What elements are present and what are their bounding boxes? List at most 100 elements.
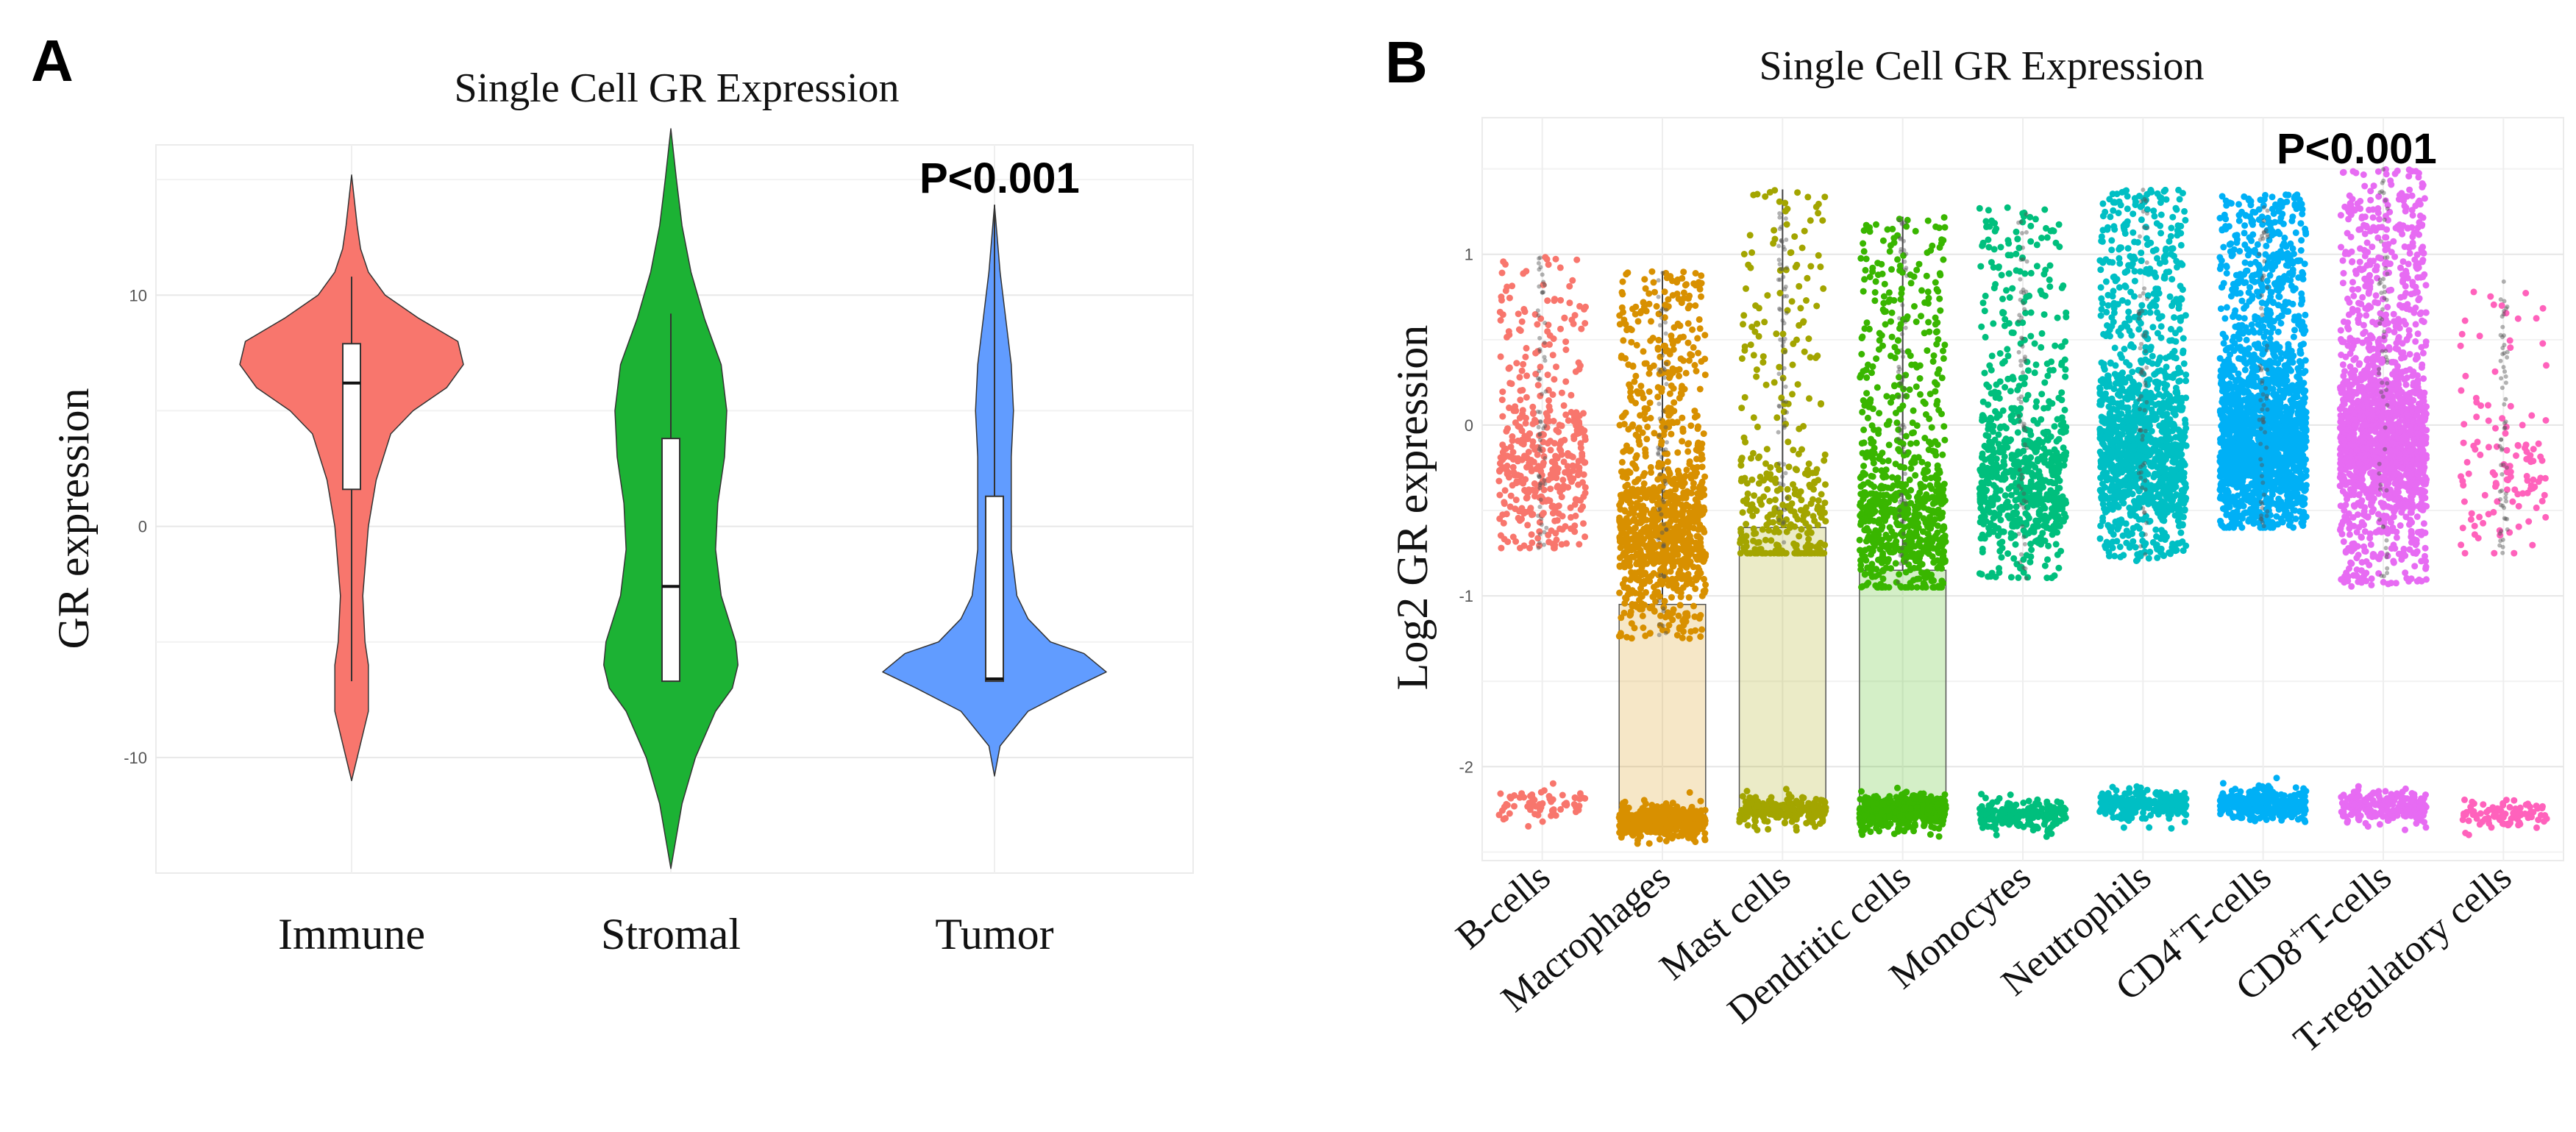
data-point	[1657, 513, 1665, 520]
data-point	[2014, 429, 2021, 436]
data-point	[1659, 803, 1666, 811]
data-point	[1940, 214, 1948, 221]
data-point	[1889, 225, 1896, 232]
data-point	[1815, 210, 1822, 217]
data-point	[1626, 545, 1633, 552]
data-point	[2032, 463, 2039, 471]
data-point	[1643, 524, 1651, 531]
data-point	[1751, 492, 1758, 499]
data-point	[1860, 481, 1867, 488]
data-point	[1509, 533, 1517, 541]
data-point-overlay	[1785, 410, 1790, 415]
data-point	[1988, 352, 1996, 360]
data-point	[2002, 384, 2009, 391]
data-point	[1667, 512, 1674, 519]
data-point	[1667, 826, 1674, 833]
data-point-overlay	[1898, 237, 1903, 242]
data-point	[1784, 808, 1791, 815]
data-point	[1926, 831, 1934, 838]
data-point	[2061, 406, 2068, 413]
data-point	[1753, 373, 1760, 380]
data-point	[1814, 505, 1821, 512]
data-point	[1891, 343, 1899, 351]
data-point	[2041, 562, 2049, 569]
data-point	[1924, 288, 1932, 296]
data-point	[2041, 430, 2049, 438]
data-point	[1762, 193, 1769, 200]
data-point	[1931, 509, 1938, 516]
data-point	[2038, 235, 2045, 241]
data-point	[2018, 374, 2025, 382]
data-point	[2057, 343, 2065, 350]
data-point	[1743, 521, 1750, 527]
data-point-overlay	[1537, 485, 1543, 491]
data-point	[1540, 453, 1548, 460]
data-point	[1907, 553, 1915, 560]
data-point	[1913, 266, 1921, 274]
data-point	[1578, 325, 1585, 332]
data-point	[1693, 469, 1701, 477]
data-point	[1671, 399, 1678, 406]
data-point	[1510, 469, 1518, 476]
data-point	[1568, 391, 1575, 399]
data-point	[2013, 801, 2020, 808]
data-point	[1865, 580, 1872, 586]
data-point	[1531, 311, 1539, 318]
data-point	[1522, 353, 1529, 360]
data-point	[1697, 539, 1704, 547]
data-point-overlay	[1664, 361, 1669, 366]
data-point-overlay	[1659, 455, 1664, 460]
data-point	[2038, 499, 2045, 507]
data-point	[1534, 535, 1542, 542]
data-point	[1545, 397, 1552, 404]
data-point	[1645, 547, 1652, 555]
data-point	[1940, 256, 1947, 263]
data-point-overlay	[1539, 516, 1544, 521]
data-point	[1806, 395, 1812, 402]
data-point	[1637, 529, 1645, 536]
data-point	[1648, 802, 1656, 808]
data-point	[1639, 429, 1646, 436]
data-point	[1867, 396, 1874, 403]
data-point	[2046, 367, 2054, 374]
data-point	[1940, 559, 1947, 566]
data-point	[1995, 532, 2002, 539]
data-point	[1547, 485, 1554, 493]
data-point-overlay	[1903, 325, 1908, 330]
data-point	[1639, 612, 1646, 619]
data-point	[1887, 399, 1894, 406]
data-point-overlay	[1543, 321, 1548, 325]
data-point	[1690, 343, 1697, 351]
data-point	[1821, 811, 1828, 818]
data-point	[1910, 459, 1918, 466]
data-point	[1754, 826, 1761, 833]
data-point	[2027, 238, 2035, 245]
data-point-overlay	[1543, 456, 1548, 460]
data-point	[1882, 307, 1889, 315]
data-point	[2056, 485, 2063, 492]
data-point	[1669, 341, 1676, 348]
data-point	[2053, 458, 2060, 465]
data-point	[2000, 472, 2007, 480]
data-point	[1988, 366, 1995, 374]
data-point	[1673, 632, 1681, 639]
data-point	[1698, 357, 1705, 365]
data-point	[1650, 485, 1657, 492]
data-point	[1887, 565, 1894, 572]
data-point-overlay	[1657, 402, 1662, 407]
data-point	[1616, 312, 1623, 319]
data-point	[1618, 352, 1625, 360]
data-point	[1620, 412, 1627, 419]
data-point	[1658, 555, 1665, 561]
data-point	[2015, 822, 2022, 830]
data-point	[1807, 814, 1814, 822]
data-point	[1937, 307, 1944, 314]
data-point	[1979, 489, 1987, 496]
data-point	[1521, 432, 1529, 440]
data-point	[1935, 224, 1943, 232]
panel-b-y-ticks: 10-1-2	[1459, 246, 1473, 777]
data-point	[1882, 501, 1890, 508]
data-point	[1661, 830, 1668, 838]
data-point	[1930, 559, 1938, 566]
data-point	[1761, 318, 1768, 326]
